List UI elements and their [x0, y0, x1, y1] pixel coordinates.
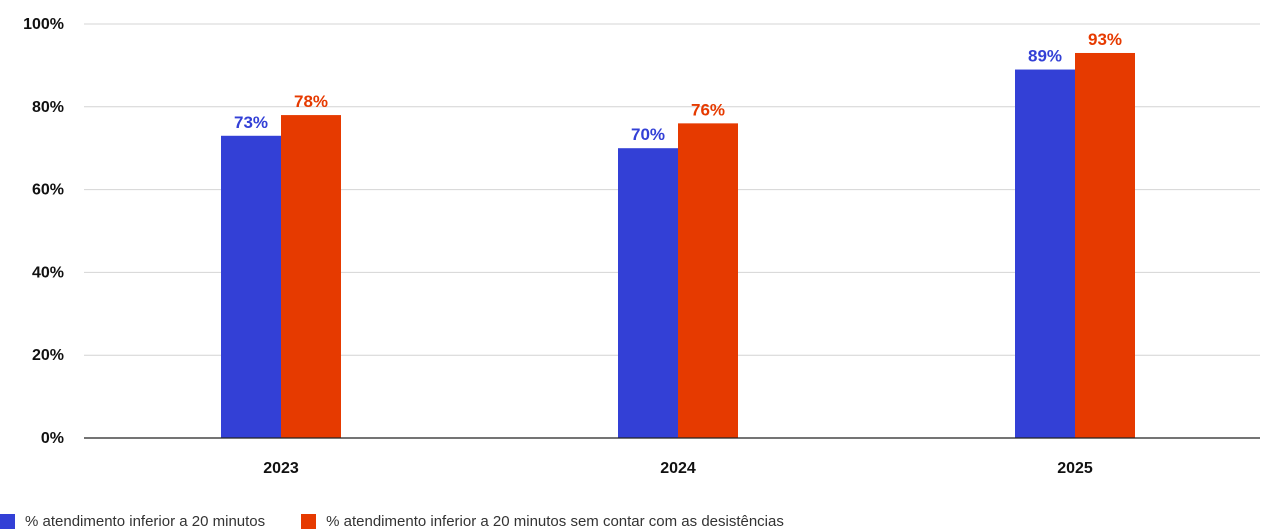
legend: % atendimento inferior a 20 minutos % at…	[0, 513, 784, 530]
x-axis-ticks: 2023 2024 2025	[263, 460, 1093, 477]
bar-chart: 0% 20% 40% 60% 80% 100% 73% 78% 70% 76% 89% 93% 20…	[23, 16, 1260, 477]
bar-series-2-2024	[678, 123, 738, 439]
bar-series-1-2025	[1015, 69, 1075, 438]
y-tick-label: 20%	[32, 347, 64, 364]
data-label-series-1-2023: 73%	[234, 113, 268, 132]
bar-series-2-2025	[1075, 52, 1135, 438]
y-tick-label: 40%	[32, 264, 64, 281]
x-tick-label: 2025	[1057, 460, 1093, 477]
data-label-series-2-2023: 78%	[294, 92, 328, 111]
bars	[221, 52, 1135, 439]
legend-swatch-series-1	[0, 514, 15, 529]
x-tick-label: 2024	[660, 460, 696, 477]
bar-series-2-2023	[281, 115, 341, 438]
x-tick-label: 2023	[263, 460, 299, 477]
legend-label-series-1: % atendimento inferior a 20 minutos	[25, 513, 266, 530]
bar-series-1-2024	[618, 148, 678, 438]
data-label-series-1-2024: 70%	[631, 125, 665, 144]
y-tick-label: 100%	[23, 16, 64, 33]
y-tick-label: 60%	[32, 182, 64, 199]
y-tick-label: 0%	[41, 430, 64, 447]
bar-series-1-2023	[221, 135, 281, 438]
data-label-series-2-2024: 76%	[691, 100, 725, 119]
y-axis-ticks: 0% 20% 40% 60% 80% 100%	[23, 16, 64, 447]
legend-swatch-series-2	[301, 514, 317, 529]
y-tick-label: 80%	[32, 99, 64, 116]
legend-item-series-1: % atendimento inferior a 20 minutos	[0, 513, 265, 530]
legend-item-series-2: % atendimento inferior a 20 minutos sem …	[301, 513, 784, 530]
legend-label-series-2: % atendimento inferior a 20 minutos sem …	[326, 513, 784, 530]
data-label-series-1-2025: 89%	[1028, 47, 1062, 66]
data-labels: 73% 78% 70% 76% 89% 93%	[234, 30, 1122, 144]
data-label-series-2-2025: 93%	[1088, 30, 1122, 49]
